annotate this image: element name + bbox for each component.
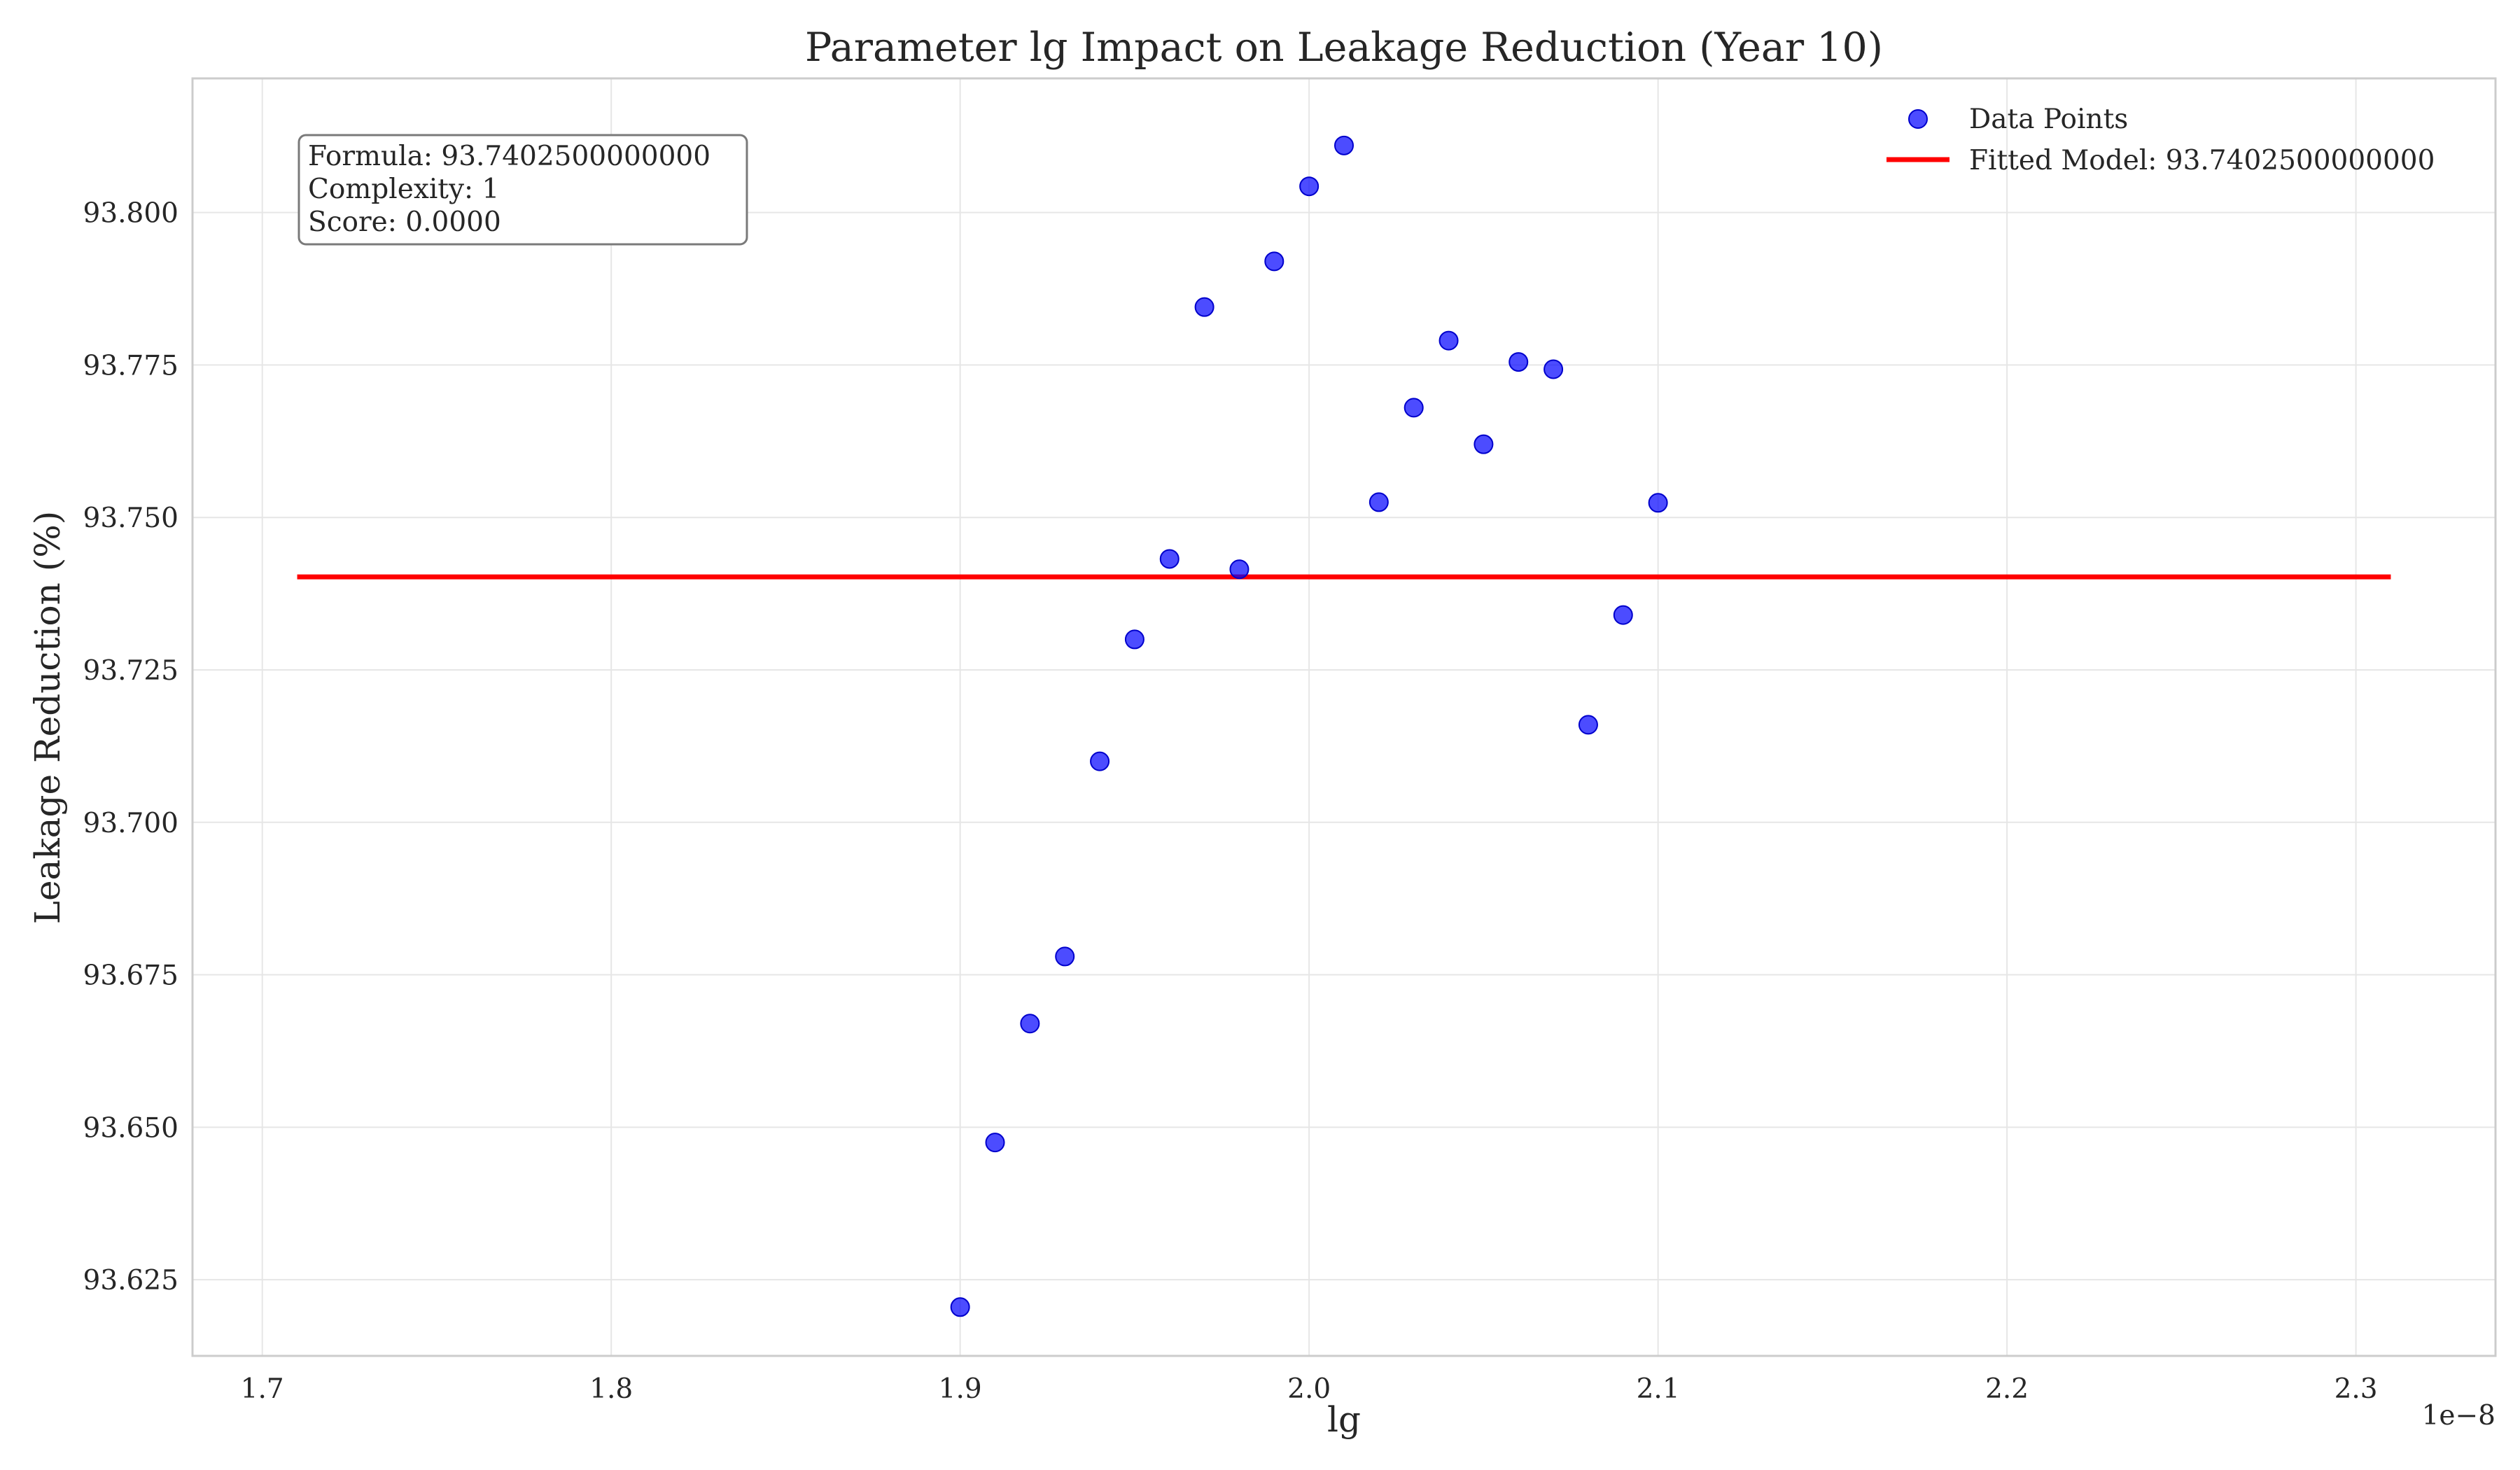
data-point [1124, 629, 1144, 650]
x-tick-label: 1.8 [589, 1373, 633, 1405]
data-point [1474, 434, 1494, 454]
y-tick-label: 93.775 [83, 350, 178, 382]
annotation-frame [298, 134, 748, 246]
data-point [1020, 1014, 1040, 1034]
data-point [1299, 176, 1320, 197]
annotation-complexity: Complexity: 1 [308, 174, 499, 205]
legend-label-fitted-model: Fitted Model: 93.7402500000000 [1969, 145, 2435, 176]
x-tick-label: 1.9 [939, 1373, 982, 1405]
data-point [1508, 352, 1529, 372]
x-axis: 1.7 1.8 1.9 2.0 2.1 2.2 2.3 [241, 1373, 2378, 1405]
x-axis-offset-label: 1e−8 [2422, 1400, 2496, 1432]
annotation-box: Formula: 93.7402500000000 Complexity: 1 … [298, 134, 748, 246]
data-point [1578, 715, 1598, 735]
annotation-formula: Formula: 93.7402500000000 [308, 141, 710, 172]
y-tick-label: 93.675 [83, 960, 178, 992]
data-point [950, 1297, 970, 1317]
data-point [1648, 493, 1668, 513]
y-tick-label: 93.650 [83, 1112, 178, 1144]
x-tick-label: 2.2 [1985, 1373, 2029, 1405]
data-point [1264, 251, 1284, 272]
data-point [1544, 359, 1564, 379]
data-point [1194, 297, 1214, 317]
legend-label-data-points: Data Points [1969, 104, 2128, 135]
data-point [1404, 398, 1424, 418]
data-point [1159, 549, 1180, 569]
x-tick-label: 2.0 [1287, 1373, 1331, 1405]
data-point [1090, 751, 1110, 771]
grid [192, 78, 2496, 1356]
data-point [985, 1133, 1005, 1153]
legend: Data Points Fitted Model: 93.74025000000… [1886, 104, 2435, 176]
y-axis-label: Leakage Reduction (%) [27, 511, 68, 924]
y-tick-label: 93.725 [83, 655, 178, 687]
data-point [1613, 605, 1633, 625]
x-tick-label: 1.7 [241, 1373, 284, 1405]
data-point [1229, 559, 1250, 580]
data-point [1055, 946, 1075, 967]
data-point [1334, 135, 1354, 155]
y-tick-label: 93.750 [83, 503, 178, 534]
y-tick-label: 93.800 [83, 198, 178, 230]
legend-marker-data-points [1908, 109, 1928, 129]
x-tick-label: 2.3 [2334, 1373, 2378, 1405]
y-axis: 93.625 93.650 93.675 93.700 93.725 93.750 93.7… [83, 198, 178, 1296]
chart-title: Parameter lg Impact on Leakage Reduction… [805, 24, 1883, 71]
series-layer [297, 135, 2391, 1317]
data-point [1438, 330, 1459, 351]
x-tick-label: 2.1 [1637, 1373, 1680, 1405]
y-tick-label: 93.625 [83, 1265, 178, 1296]
data-point [1368, 492, 1389, 512]
annotation-score: Score: 0.0000 [308, 206, 501, 238]
y-tick-label: 93.700 [83, 808, 178, 839]
plot-frame [191, 77, 2497, 1357]
x-axis-label: lg [1327, 1399, 1361, 1440]
